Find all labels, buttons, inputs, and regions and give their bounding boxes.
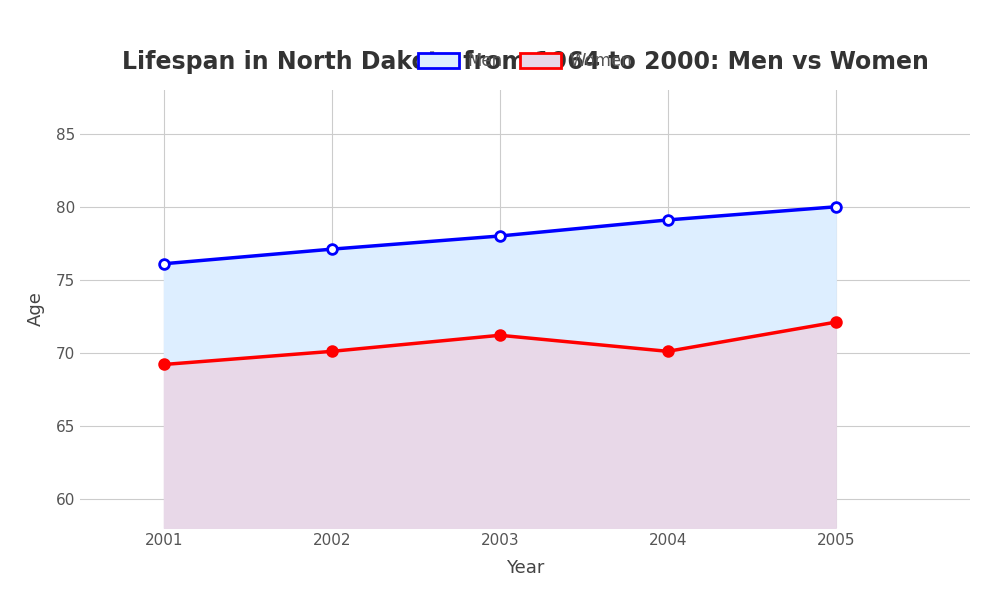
Title: Lifespan in North Dakota from 1964 to 2000: Men vs Women: Lifespan in North Dakota from 1964 to 20… xyxy=(122,50,928,74)
Legend: Men, Women: Men, Women xyxy=(411,46,639,77)
Y-axis label: Age: Age xyxy=(27,292,45,326)
X-axis label: Year: Year xyxy=(506,559,544,577)
